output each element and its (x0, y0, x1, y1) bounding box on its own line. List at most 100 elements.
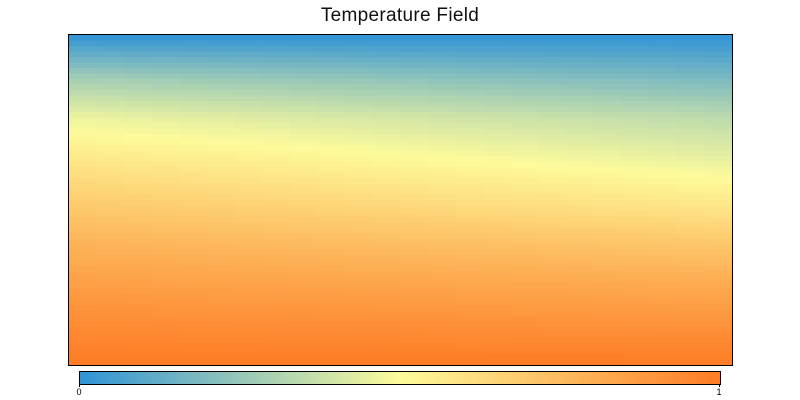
heatmap-cell (207, 233, 236, 240)
heatmap-cell (593, 172, 623, 179)
heatmap-cell (151, 315, 181, 322)
heatmap-cell (676, 101, 705, 108)
heatmap-cell (704, 150, 732, 157)
heatmap-cell (649, 57, 678, 64)
heatmap-cell (179, 40, 208, 47)
heatmap-cell (207, 321, 236, 328)
heatmap-cell (290, 304, 319, 311)
heatmap-cell (566, 271, 595, 278)
heatmap-cell (372, 343, 402, 350)
heatmap-cell (290, 233, 319, 240)
heatmap-cell (400, 189, 429, 196)
heatmap-cell (124, 123, 153, 130)
heatmap-cell (400, 277, 429, 284)
heatmap-cell (676, 271, 705, 278)
heatmap-cell (372, 161, 402, 168)
heatmap-cell (566, 95, 595, 102)
heatmap-cell (538, 315, 567, 322)
heatmap-cell (124, 310, 153, 317)
heatmap-cell (511, 172, 540, 179)
heatmap-cell (649, 244, 678, 251)
heatmap-cell (400, 343, 429, 350)
heatmap-cell (345, 266, 374, 273)
heatmap-cell (566, 222, 595, 229)
heatmap-cell (345, 326, 374, 333)
heatmap-cell (511, 189, 540, 196)
heatmap-cell (649, 128, 678, 135)
heatmap-cell (290, 288, 319, 295)
heatmap-cell (234, 288, 263, 295)
heatmap-cell (124, 337, 153, 344)
heatmap-cell (676, 134, 705, 141)
heatmap-cell (538, 101, 567, 108)
heatmap-cell (400, 90, 429, 97)
heatmap-cell (593, 150, 623, 157)
heatmap-cell (345, 57, 374, 64)
heatmap-cell (704, 145, 732, 152)
heatmap-cell (290, 134, 319, 141)
heatmap-cell (124, 249, 153, 256)
heatmap-cell (621, 51, 650, 58)
heatmap-cell (207, 277, 236, 284)
heatmap-cell (455, 95, 484, 102)
heatmap-cell (234, 62, 263, 69)
heatmap-cell (372, 238, 402, 245)
heatmap-cell (151, 222, 181, 229)
heatmap-cell (317, 332, 346, 339)
heatmap-cell (649, 95, 678, 102)
heatmap-cell (455, 62, 484, 69)
heatmap-cell (455, 332, 484, 339)
heatmap-cell (483, 255, 512, 262)
heatmap-cell (262, 337, 291, 344)
heatmap-cell (69, 112, 98, 119)
heatmap-cell (621, 216, 650, 223)
heatmap-cell (428, 200, 457, 207)
heatmap-cell (96, 95, 125, 102)
heatmap-cell (262, 277, 291, 284)
heatmap-cell (96, 249, 125, 256)
heatmap-cell (96, 40, 125, 47)
heatmap-cell (179, 271, 208, 278)
heatmap-cell (124, 315, 153, 322)
heatmap-cell (317, 35, 346, 42)
heatmap-cell (290, 40, 319, 47)
heatmap-cell (234, 321, 263, 328)
heatmap-cell (621, 299, 650, 306)
heatmap-cell (372, 101, 402, 108)
heatmap-cell (179, 84, 208, 91)
heatmap-cell (621, 255, 650, 262)
heatmap-cell (483, 134, 512, 141)
heatmap-cell (179, 282, 208, 289)
heatmap-cell (317, 106, 346, 113)
heatmap-cell (207, 343, 236, 350)
heatmap-cell (704, 282, 732, 289)
heatmap-cell (538, 134, 567, 141)
heatmap-cell (538, 156, 567, 163)
heatmap-cell (400, 293, 429, 300)
heatmap-cell (345, 156, 374, 163)
heatmap-cell (179, 315, 208, 322)
heatmap-cell (234, 326, 263, 333)
heatmap-cell (179, 79, 208, 86)
heatmap-cell (151, 128, 181, 135)
heatmap-cell (400, 84, 429, 91)
heatmap-cell (428, 233, 457, 240)
heatmap-cell (455, 304, 484, 311)
heatmap-cell (649, 299, 678, 306)
heatmap-cell (345, 90, 374, 97)
heatmap-cell (69, 227, 98, 234)
heatmap-cell (345, 134, 374, 141)
heatmap-cell (234, 123, 263, 130)
heatmap-cell (593, 244, 623, 251)
heatmap-cell (400, 326, 429, 333)
heatmap-cell (566, 112, 595, 119)
heatmap-cell (511, 84, 540, 91)
heatmap-cell (290, 282, 319, 289)
heatmap-cell (124, 167, 153, 174)
heatmap-cell (649, 222, 678, 229)
heatmap-cell (511, 134, 540, 141)
heatmap-cell (179, 244, 208, 251)
heatmap-cell (179, 359, 208, 365)
heatmap-cell (649, 337, 678, 344)
heatmap-cell (483, 348, 512, 355)
